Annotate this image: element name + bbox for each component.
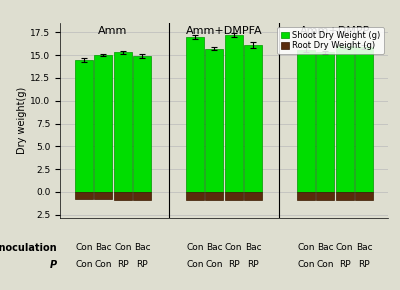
Bar	[297, 192, 315, 200]
Text: Con: Con	[297, 260, 314, 269]
Text: Con: Con	[206, 260, 223, 269]
Text: Bac: Bac	[245, 243, 262, 252]
Bar	[75, 192, 93, 199]
Bar	[244, 45, 262, 192]
Bar	[114, 52, 132, 192]
Text: Con: Con	[225, 243, 242, 252]
Bar	[205, 49, 223, 192]
Text: RP: RP	[136, 260, 148, 269]
Text: P: P	[50, 260, 57, 270]
Text: RP: RP	[117, 260, 128, 269]
Text: RP: RP	[228, 260, 240, 269]
Bar	[316, 192, 334, 200]
Text: Con: Con	[297, 243, 314, 252]
Text: Amm+DMPP: Amm+DMPP	[300, 26, 370, 36]
Bar	[355, 47, 373, 192]
Bar	[297, 50, 315, 192]
Text: Con: Con	[186, 243, 204, 252]
Text: RP: RP	[247, 260, 259, 269]
Bar	[336, 192, 354, 200]
Bar	[94, 192, 112, 199]
Legend: Shoot Dry Weight (g), Root Dry Weight (g): Shoot Dry Weight (g), Root Dry Weight (g…	[277, 27, 384, 54]
Text: RP: RP	[339, 260, 350, 269]
Text: Con: Con	[75, 260, 93, 269]
Text: Con: Con	[114, 243, 132, 252]
Text: Bac: Bac	[206, 243, 223, 252]
Text: Bac: Bac	[356, 243, 372, 252]
Bar	[75, 60, 93, 192]
Text: Con: Con	[186, 260, 204, 269]
Bar	[316, 52, 334, 192]
Bar	[244, 192, 262, 200]
Bar	[336, 46, 354, 192]
Y-axis label: Dry weight(g): Dry weight(g)	[17, 87, 27, 154]
Text: Con: Con	[336, 243, 354, 252]
Bar	[94, 55, 112, 192]
Bar	[133, 56, 151, 192]
Bar	[355, 192, 373, 200]
Bar	[133, 192, 151, 200]
Text: RP: RP	[358, 260, 370, 269]
Text: Bac: Bac	[95, 243, 112, 252]
Text: Bac: Bac	[134, 243, 150, 252]
Text: Con: Con	[316, 260, 334, 269]
Text: Amm: Amm	[98, 26, 128, 36]
Text: Amm+DMPFA: Amm+DMPFA	[186, 26, 262, 36]
Bar	[186, 192, 204, 200]
Text: Con: Con	[75, 243, 93, 252]
Bar	[225, 192, 243, 200]
Bar	[205, 192, 223, 200]
Text: Inoculation: Inoculation	[0, 243, 57, 253]
Bar	[225, 35, 243, 192]
Bar	[186, 37, 204, 192]
Text: Con: Con	[94, 260, 112, 269]
Bar	[114, 192, 132, 200]
Text: Bac: Bac	[317, 243, 334, 252]
